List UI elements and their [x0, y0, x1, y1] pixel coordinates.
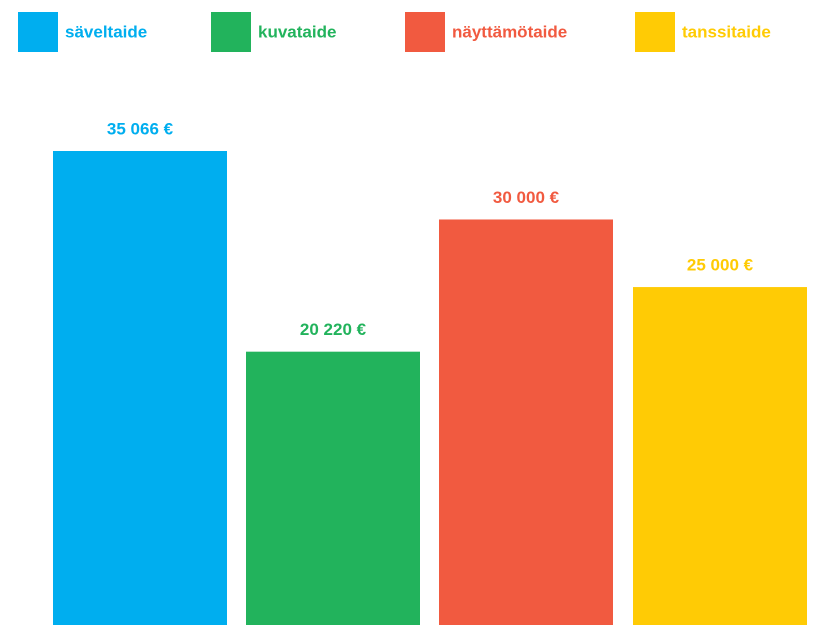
- value-label: 35 066 €: [107, 119, 174, 138]
- value-label: 25 000 €: [687, 256, 754, 275]
- value-label: 30 000 €: [493, 188, 560, 207]
- legend-swatch: [18, 12, 58, 52]
- legend-label: säveltaide: [65, 22, 147, 41]
- bar: [246, 351, 420, 625]
- bar: [633, 287, 807, 625]
- legend-swatch: [211, 12, 251, 52]
- legend-label: kuvataide: [258, 22, 336, 41]
- bar: [53, 151, 227, 625]
- legend-label: näyttämötaide: [452, 22, 567, 41]
- bar: [439, 219, 613, 625]
- value-label: 20 220 €: [300, 320, 367, 339]
- legend-label: tanssitaide: [682, 22, 771, 41]
- legend-swatch: [635, 12, 675, 52]
- legend-swatch: [405, 12, 445, 52]
